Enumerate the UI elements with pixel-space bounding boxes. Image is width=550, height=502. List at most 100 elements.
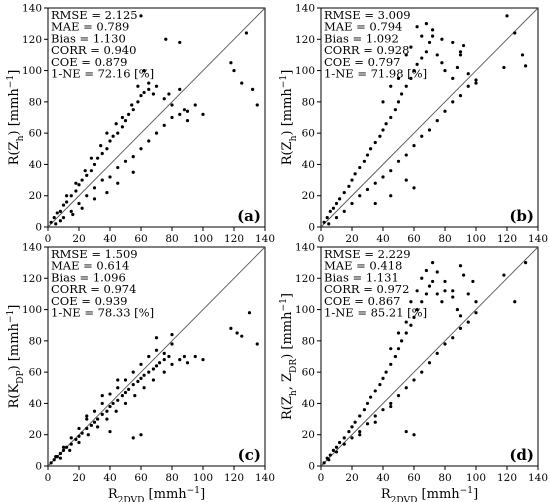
- data-point: [105, 190, 109, 195]
- data-point: [154, 348, 159, 352]
- data-point: [420, 56, 424, 60]
- stats-line: COE = 0.797: [324, 55, 401, 69]
- data-point: [455, 65, 459, 70]
- data-point: [431, 261, 435, 265]
- data-point: [451, 289, 455, 293]
- x-tick-label: 80: [438, 233, 451, 245]
- data-point: [164, 37, 168, 41]
- x-tick-label: 20: [72, 233, 85, 245]
- data-point: [240, 81, 244, 85]
- data-point: [389, 115, 393, 120]
- data-point: [342, 190, 346, 195]
- data-point: [100, 401, 104, 406]
- data-point: [142, 90, 146, 95]
- data-point: [142, 68, 146, 73]
- panel-label: (d): [509, 446, 534, 464]
- data-point: [362, 408, 366, 412]
- y-tick-label: 60: [302, 128, 315, 140]
- data-point: [474, 300, 478, 304]
- stats-line: 1-NE = 78.33 [%]: [51, 306, 154, 320]
- stats-line: COE = 0.867: [324, 294, 401, 308]
- data-point: [353, 172, 357, 176]
- data-point: [167, 92, 171, 96]
- data-point: [443, 279, 447, 284]
- data-point: [440, 61, 444, 65]
- x-tick-label: 120: [497, 472, 517, 484]
- data-point: [108, 404, 112, 409]
- data-point: [451, 40, 455, 45]
- x-tick-label: 40: [376, 472, 389, 484]
- data-point: [65, 200, 69, 204]
- data-point: [443, 342, 447, 346]
- one-to-one-line: [47, 246, 266, 467]
- y-tick-label: 140: [295, 3, 315, 15]
- y-tick-label: 0: [35, 461, 42, 473]
- plot-frame: [320, 7, 539, 228]
- data-point: [400, 339, 404, 343]
- x-tick-label: 40: [103, 472, 116, 484]
- data-point: [105, 131, 109, 135]
- y-tick-label: 120: [22, 34, 42, 46]
- data-point: [201, 358, 205, 362]
- panel-label: (a): [237, 207, 261, 225]
- data-point: [396, 347, 401, 351]
- y-tick-label: 20: [302, 429, 315, 441]
- y-tick-label: 120: [295, 273, 315, 285]
- data-point: [420, 300, 424, 304]
- data-point: [61, 448, 66, 452]
- data-point: [393, 108, 397, 112]
- y-axis-title: R(Zh, ZDR) [mmh−1]: [279, 293, 299, 420]
- data-point: [99, 144, 103, 148]
- data-point: [466, 84, 470, 88]
- stats-line: CORR = 0.940: [51, 43, 136, 57]
- data-point: [513, 300, 517, 304]
- data-point: [325, 216, 329, 220]
- data-point: [458, 53, 463, 57]
- data-point: [55, 211, 59, 215]
- data-point: [396, 394, 401, 398]
- data-point: [120, 115, 124, 120]
- data-point: [409, 300, 413, 304]
- data-point: [404, 153, 408, 157]
- data-point: [412, 144, 416, 148]
- data-point: [350, 178, 354, 182]
- panel-label: (b): [509, 207, 534, 225]
- data-point: [350, 436, 354, 440]
- data-point: [240, 334, 244, 338]
- x-tick-label: 20: [345, 472, 358, 484]
- stats-line: CORR = 0.972: [324, 282, 409, 296]
- data-point: [373, 201, 377, 206]
- data-point: [322, 461, 326, 465]
- data-point: [415, 307, 419, 312]
- data-point: [162, 123, 166, 127]
- data-point: [116, 378, 120, 382]
- x-tick-label: 140: [528, 472, 548, 484]
- data-point: [154, 336, 159, 340]
- data-point: [151, 378, 155, 382]
- stats-line: 1-NE = 85.21 [%]: [324, 306, 427, 320]
- data-point: [409, 323, 413, 327]
- y-tick-label: 0: [308, 222, 315, 234]
- data-point: [85, 194, 89, 198]
- data-point: [384, 122, 388, 126]
- x-tick-label: 120: [224, 233, 244, 245]
- data-point: [139, 433, 143, 437]
- x-tick-label: 40: [103, 233, 116, 245]
- data-point: [409, 76, 413, 80]
- data-point: [139, 362, 143, 366]
- data-point: [58, 451, 63, 456]
- data-point: [424, 268, 428, 273]
- data-point: [131, 155, 135, 159]
- one-to-one-line: [47, 7, 266, 228]
- data-point: [358, 429, 362, 434]
- data-point: [451, 295, 455, 299]
- data-point: [167, 354, 171, 359]
- stats-line: RMSE = 2.229: [324, 247, 411, 261]
- x-tick-label: 80: [165, 233, 178, 245]
- y-tick-label: 140: [22, 242, 42, 254]
- data-point: [52, 216, 56, 220]
- data-point: [120, 125, 124, 129]
- data-point: [474, 78, 478, 82]
- data-point: [342, 442, 346, 446]
- data-point: [440, 300, 444, 304]
